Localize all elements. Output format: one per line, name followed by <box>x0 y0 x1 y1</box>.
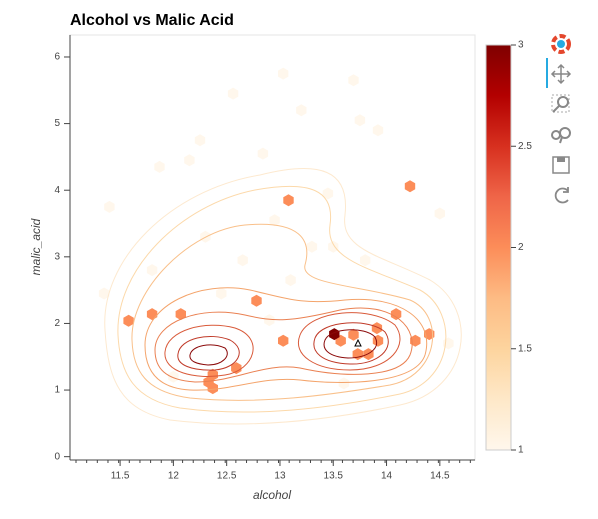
hexbin <box>237 254 248 267</box>
wheel-zoom-wheel <box>551 130 561 140</box>
box-zoom-frame <box>551 94 570 113</box>
hexbin <box>283 194 294 207</box>
x-tick-label: 14 <box>381 471 393 482</box>
hexbin <box>404 180 416 193</box>
hexbin <box>348 74 359 87</box>
colorbar-tick-label: 2.5 <box>518 141 532 152</box>
y-tick-label: 6 <box>54 52 60 63</box>
hexbin <box>354 114 366 127</box>
bokeh-logo[interactable] <box>551 34 571 54</box>
hexbin <box>184 154 195 167</box>
x-tick-label: 13 <box>274 471 286 482</box>
y-tick-label: 4 <box>54 185 60 196</box>
hexbin <box>360 254 371 267</box>
contour <box>177 322 389 371</box>
contour <box>154 307 413 383</box>
colorbar-tick-label: 1.5 <box>518 343 532 354</box>
y-tick-label: 3 <box>54 251 60 262</box>
wheel-zoom-handle <box>559 136 563 144</box>
x-tick-label: 12.5 <box>217 471 237 482</box>
plot-frame <box>69 34 476 461</box>
x-tick-label: 13.5 <box>324 471 344 482</box>
hexbin <box>371 322 383 335</box>
hexbin <box>194 134 206 147</box>
colorbar-tick-label: 3 <box>518 40 524 51</box>
hexbin <box>168 370 179 383</box>
box-zoom-lens <box>557 96 569 108</box>
hexbin <box>322 187 334 200</box>
x-axis-label: alcohol <box>253 488 291 502</box>
hexbin <box>104 200 115 213</box>
hexbin <box>296 104 307 117</box>
wheel-zoom-lens <box>559 127 571 139</box>
y-tick-label: 2 <box>54 318 60 329</box>
bokeh-logo-center <box>557 40 565 48</box>
hexbin <box>338 377 350 390</box>
y-tick-label: 1 <box>54 385 60 396</box>
contour <box>164 312 401 377</box>
hexbin <box>285 274 296 287</box>
hexbin <box>207 382 218 395</box>
toolbar <box>546 34 572 204</box>
hexbin <box>123 314 134 327</box>
contour <box>131 223 433 401</box>
y-tick-label: 5 <box>54 118 60 129</box>
hexbin <box>348 328 359 341</box>
save-tool[interactable] <box>552 156 570 174</box>
hexbin <box>257 147 269 160</box>
hexbin <box>264 314 275 327</box>
marker <box>354 338 362 347</box>
hexbin <box>372 124 384 137</box>
contour <box>104 168 462 425</box>
colorbar <box>485 44 512 451</box>
hexbin <box>146 264 158 277</box>
colorbar-tick-label: 2 <box>518 242 524 253</box>
hexbin <box>434 207 445 220</box>
colorbar-tick-label: 1 <box>518 445 524 456</box>
reset-tool[interactable] <box>554 187 569 204</box>
contour <box>144 287 428 391</box>
x-tick-label: 14.5 <box>430 471 450 482</box>
contour <box>117 185 447 413</box>
hexbin <box>329 328 340 341</box>
contours <box>104 168 462 425</box>
hexbin <box>231 362 242 375</box>
hexbin <box>390 308 402 321</box>
hexbin <box>216 287 227 300</box>
hexbin <box>98 287 110 300</box>
x-tick-label: 11.5 <box>111 471 130 482</box>
wheel-zoom-tool[interactable] <box>551 127 571 144</box>
y-axis-label: malic_acid <box>29 218 43 275</box>
hexbin <box>227 87 239 100</box>
chart-title: Alcohol vs Malic Acid <box>70 12 234 29</box>
box-zoom-handle <box>552 105 560 113</box>
x-tick-label: 12 <box>168 471 180 482</box>
hexbin <box>328 240 339 253</box>
hexbin <box>154 160 165 173</box>
y-tick-label: 0 <box>54 451 60 462</box>
hexbin <box>269 214 280 227</box>
hexbin <box>306 240 318 253</box>
hexbin <box>410 334 421 347</box>
save-slot <box>557 157 565 162</box>
contour <box>189 329 378 366</box>
hexbin <box>251 294 262 307</box>
hexbin <box>175 308 186 321</box>
hexbin <box>278 334 289 347</box>
hexbin <box>278 67 289 80</box>
pan-tool[interactable] <box>550 63 572 85</box>
box-zoom-tool[interactable] <box>551 94 570 113</box>
